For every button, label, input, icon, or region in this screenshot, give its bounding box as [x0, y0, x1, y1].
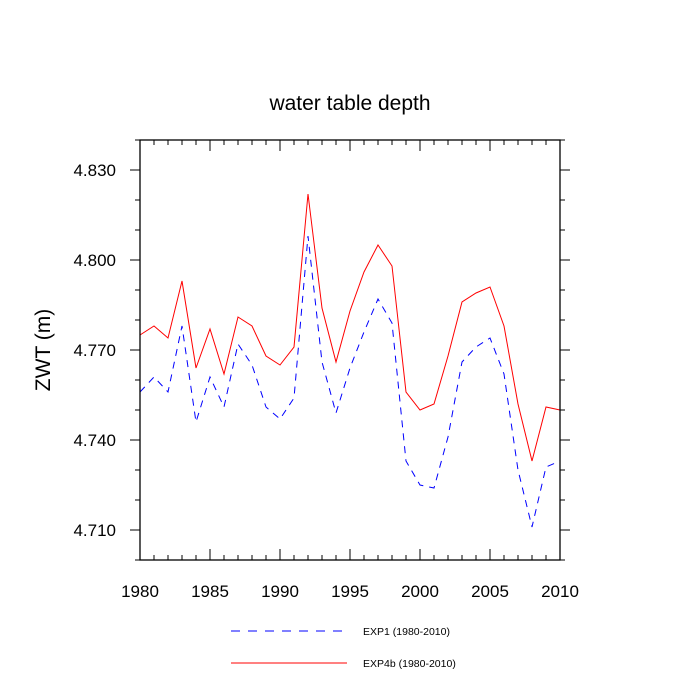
legend-label: EXP4b (1980-2010)	[363, 658, 456, 670]
y-tick-label: 4.800	[73, 251, 116, 270]
y-tick-label: 4.830	[73, 161, 116, 180]
x-tick-label: 1995	[331, 582, 369, 601]
x-tick-label: 1990	[261, 582, 299, 601]
axis-tick-labels: 1980 1985 1990 1995 2000 2005 2010 4.710 4.740 4.…	[73, 161, 578, 601]
axis-ticks	[130, 139, 570, 561]
series-line-1	[139, 235, 561, 528]
x-tick-label: 1980	[121, 582, 159, 601]
y-axis-label: ZWT (m)	[32, 309, 55, 391]
x-tick-label: 2000	[401, 582, 439, 601]
chart-title: water table depth	[268, 92, 430, 115]
x-tick-label: 2010	[541, 582, 579, 601]
x-tick-label: 2005	[471, 582, 509, 601]
y-tick-label: 4.770	[73, 341, 116, 360]
series-line-2	[139, 193, 561, 462]
y-tick-label: 4.740	[73, 431, 116, 450]
legend-label: EXP1 (1980-2010)	[363, 626, 450, 638]
plot-frame	[139, 139, 561, 561]
y-tick-label: 4.710	[73, 521, 116, 540]
x-tick-label: 1985	[191, 582, 229, 601]
series-lines	[139, 193, 561, 528]
legend: EXP1 (1980-2010) EXP4b (1980-2010)	[231, 626, 456, 670]
